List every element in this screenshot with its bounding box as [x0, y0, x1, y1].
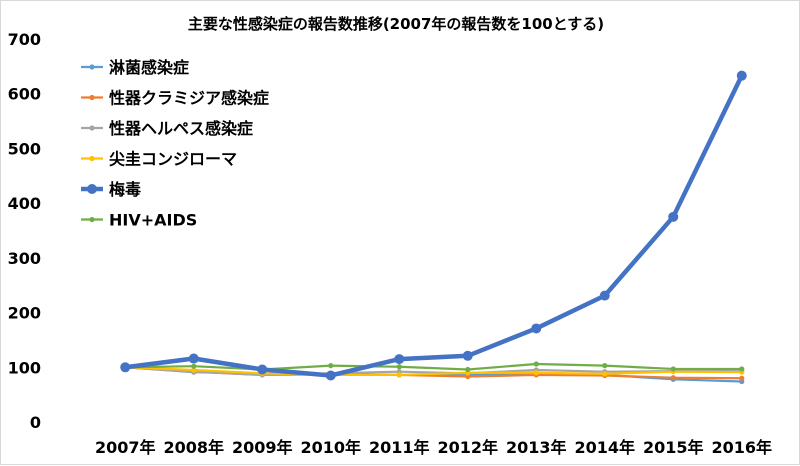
chart-title: 主要な性感染症の報告数推移(2007年の報告数を100とする) [188, 15, 604, 33]
legend-item: 性器ヘルペス感染症 [81, 119, 253, 138]
data-point [599, 290, 610, 301]
legend-label: 梅毒 [109, 180, 141, 199]
series-line [124, 74, 744, 378]
y-tick-label: 100 [8, 358, 41, 377]
data-point [328, 363, 334, 369]
data-point [533, 361, 539, 367]
series-5 [120, 70, 747, 381]
data-point [739, 375, 745, 381]
data-point [188, 353, 199, 364]
data-point [191, 367, 197, 373]
y-tick-label: 300 [8, 249, 41, 268]
y-tick-label: 200 [8, 304, 41, 323]
x-tick-label: 2007年 [95, 438, 156, 457]
legend-swatch-marker [87, 184, 97, 194]
data-point [462, 350, 473, 361]
legend-label: 性器ヘルペス感染症 [109, 119, 253, 138]
data-point [120, 362, 131, 373]
x-axis-ticks: 2007年 2008年 2009年 2010年 2011年 2012年 2013年 2014年… [95, 438, 772, 457]
data-point [668, 211, 679, 222]
x-tick-label: 2011年 [369, 438, 430, 457]
data-point [670, 375, 676, 381]
legend-swatch-marker [89, 94, 95, 101]
x-tick-label: 2016年 [711, 438, 772, 457]
legend-label: 淋菌感染症 [109, 58, 189, 77]
legend-item: HIV+AIDS [81, 211, 197, 230]
legend-swatch-marker [89, 155, 95, 162]
data-point [191, 363, 197, 369]
legend-label: HIV+AIDS [109, 211, 197, 230]
data-point [394, 354, 405, 365]
series-line [125, 366, 742, 377]
data-point [739, 366, 745, 372]
legend-item: 尖圭コンジローマ [81, 150, 237, 169]
legend-swatch-marker [89, 125, 95, 131]
data-point [602, 371, 608, 377]
series-lines [120, 70, 747, 385]
x-tick-label: 2014年 [574, 438, 635, 457]
data-point [533, 370, 539, 376]
legend-item: 性器クラミジア感染症 [81, 89, 269, 108]
x-tick-label: 2012年 [437, 438, 498, 457]
x-tick-label: 2013年 [506, 438, 567, 457]
data-point [602, 363, 608, 369]
legend-label: 尖圭コンジローマ [109, 150, 237, 169]
data-point [531, 323, 542, 334]
x-tick-label: 2015年 [643, 438, 704, 457]
data-point [396, 372, 402, 378]
data-point [325, 370, 336, 381]
x-tick-label: 2009年 [232, 438, 293, 457]
legend-swatch-marker [89, 64, 95, 70]
legend-swatch-marker [89, 216, 95, 223]
data-point [736, 70, 747, 81]
data-point [396, 364, 402, 370]
y-axis-ticks: 0 100 200 300 400 500 600 700 [8, 30, 41, 432]
data-point [670, 366, 676, 372]
series-line [125, 362, 742, 371]
x-tick-label: 2008年 [163, 438, 224, 457]
y-tick-label: 600 [8, 85, 41, 104]
legend-item: 淋菌感染症 [81, 58, 189, 77]
y-tick-label: 500 [8, 139, 41, 158]
legend-label: 性器クラミジア感染症 [109, 89, 269, 108]
y-tick-label: 0 [30, 413, 41, 432]
y-tick-label: 400 [8, 194, 41, 213]
series-line [125, 366, 742, 377]
y-tick-label: 700 [8, 30, 41, 49]
x-tick-label: 2010年 [300, 438, 361, 457]
data-point [465, 366, 471, 373]
data-point [257, 364, 268, 375]
legend-item: 梅毒 [81, 180, 141, 199]
